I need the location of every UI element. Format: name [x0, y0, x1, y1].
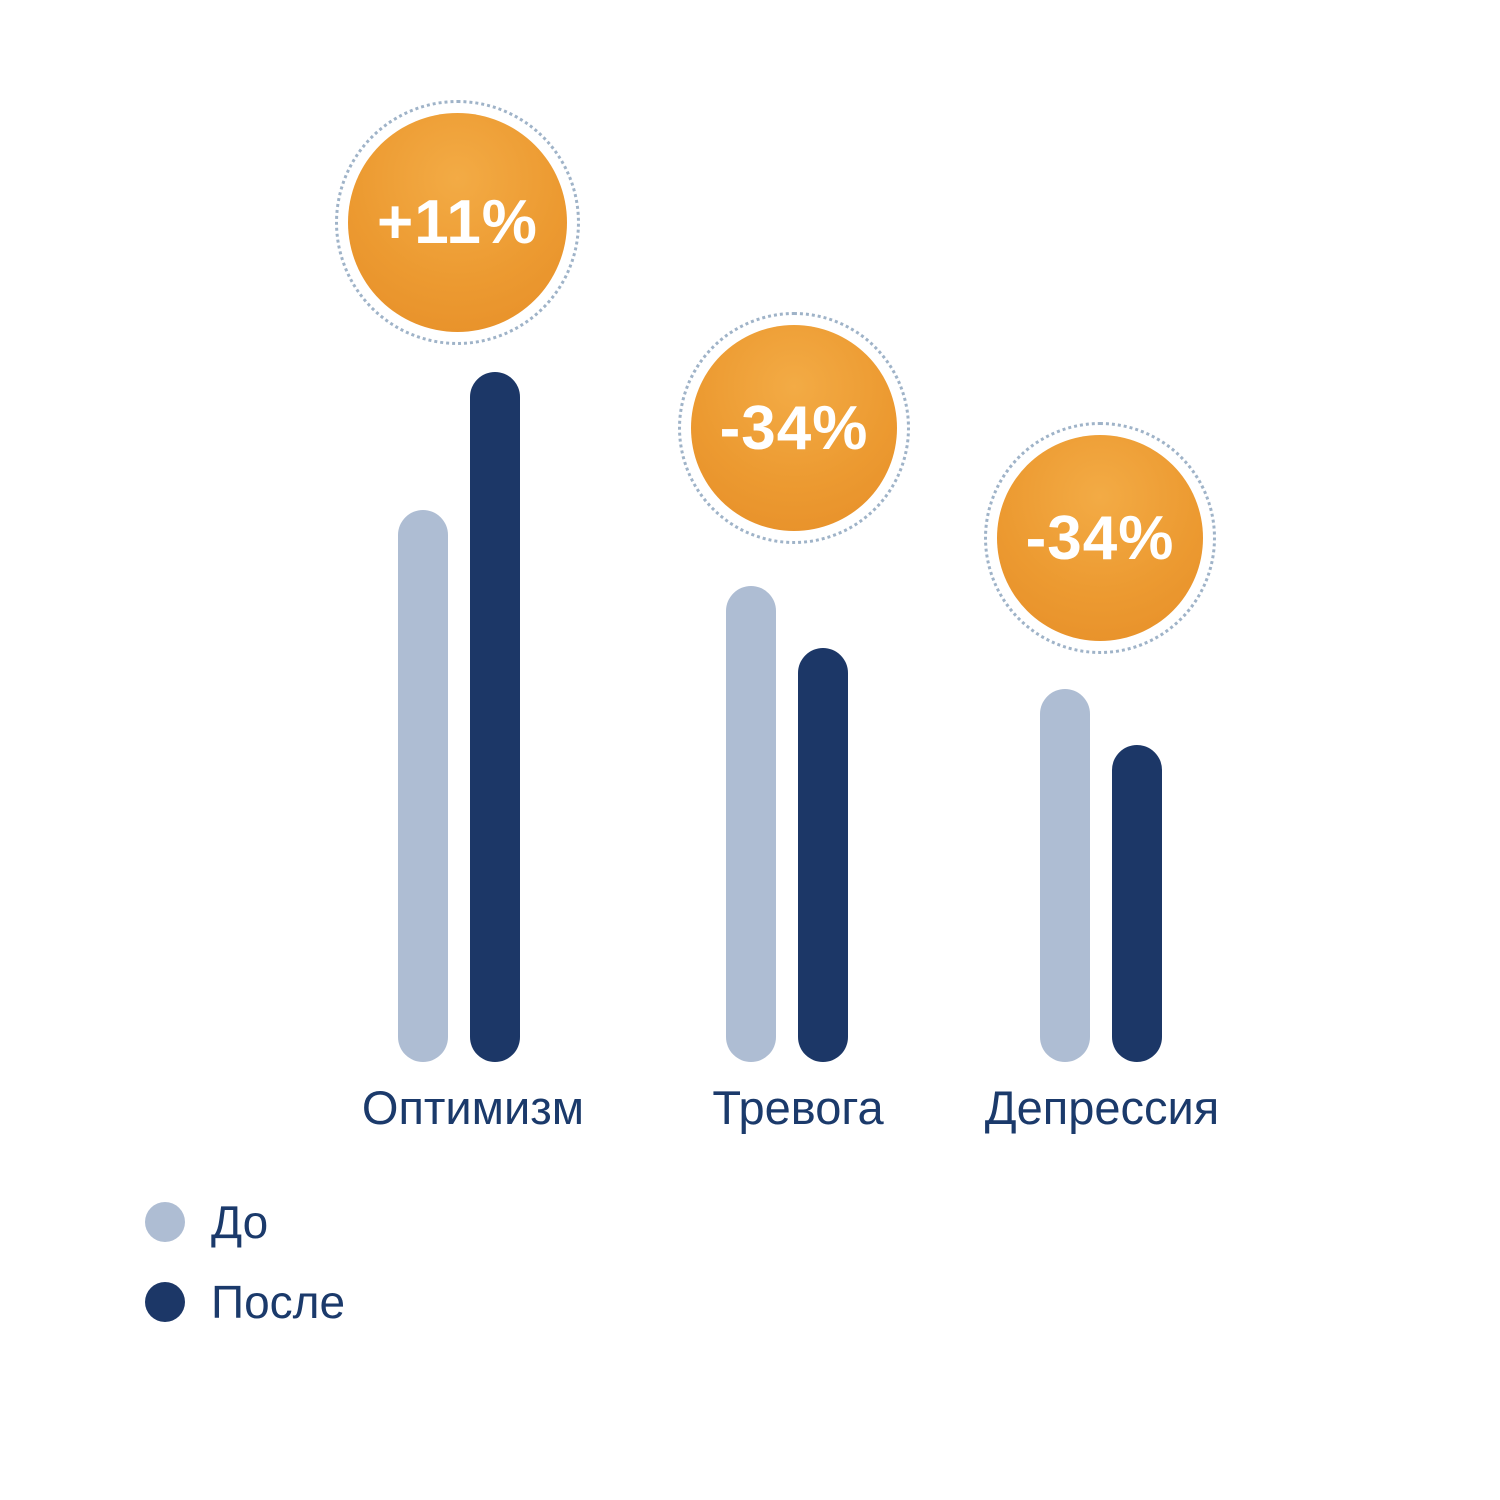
- bar-after: [798, 648, 848, 1062]
- legend-label-before: До: [211, 1196, 269, 1248]
- legend: До После: [145, 1195, 345, 1329]
- legend-swatch-after: [145, 1282, 185, 1322]
- legend-item-after: После: [145, 1275, 345, 1329]
- bar-group-anxiety: [726, 585, 848, 1062]
- bar-group-depression: [1040, 689, 1162, 1062]
- change-badge-optimism: +11%: [335, 100, 580, 345]
- category-label-optimism: Оптимизм: [361, 1081, 585, 1134]
- badge-value: -34%: [719, 393, 869, 463]
- bar-after: [1112, 744, 1162, 1062]
- bar-group-optimism: [398, 372, 520, 1062]
- bar-before: [726, 585, 776, 1062]
- change-badge-depression: -34%: [984, 422, 1216, 654]
- category-label-anxiety: Тревога: [712, 1081, 884, 1134]
- badge-value: +11%: [377, 188, 538, 257]
- badge-circle: -34%: [997, 435, 1203, 641]
- bar-before: [1040, 689, 1090, 1062]
- bar-before: [398, 510, 448, 1062]
- badge-circle: +11%: [348, 113, 567, 332]
- badge-value: -34%: [1025, 503, 1175, 573]
- badge-circle: -34%: [691, 325, 897, 531]
- legend-item-before: До: [145, 1195, 345, 1249]
- change-badge-anxiety: -34%: [678, 312, 910, 544]
- legend-label-after: После: [211, 1276, 346, 1328]
- legend-swatch-before: [145, 1202, 185, 1242]
- bar-after: [470, 372, 520, 1062]
- category-label-depression: Депрессия: [984, 1081, 1220, 1134]
